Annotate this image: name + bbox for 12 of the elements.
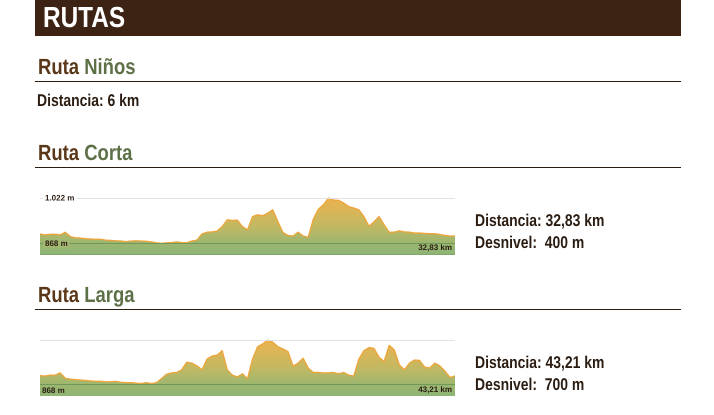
text: Desnivel: 700 m (475, 375, 584, 395)
text: Desnivel: 400 m (475, 233, 584, 253)
chart-title: Ruta Corta (38, 140, 132, 165)
y-tick-label: 1.022 m (45, 194, 74, 202)
text: Ruta Niños (38, 54, 136, 79)
text: Distancia: 43,21 km (475, 353, 604, 373)
x-axis-title: 43,21 km (418, 385, 452, 394)
text: Distancia: 32,83 km (475, 211, 604, 231)
text: RUTAS (43, 2, 126, 34)
x-axis-title: 32,83 km (418, 243, 452, 252)
chart-title: Ruta Larga (38, 282, 135, 307)
text: Distancia: 6 km (37, 91, 140, 111)
